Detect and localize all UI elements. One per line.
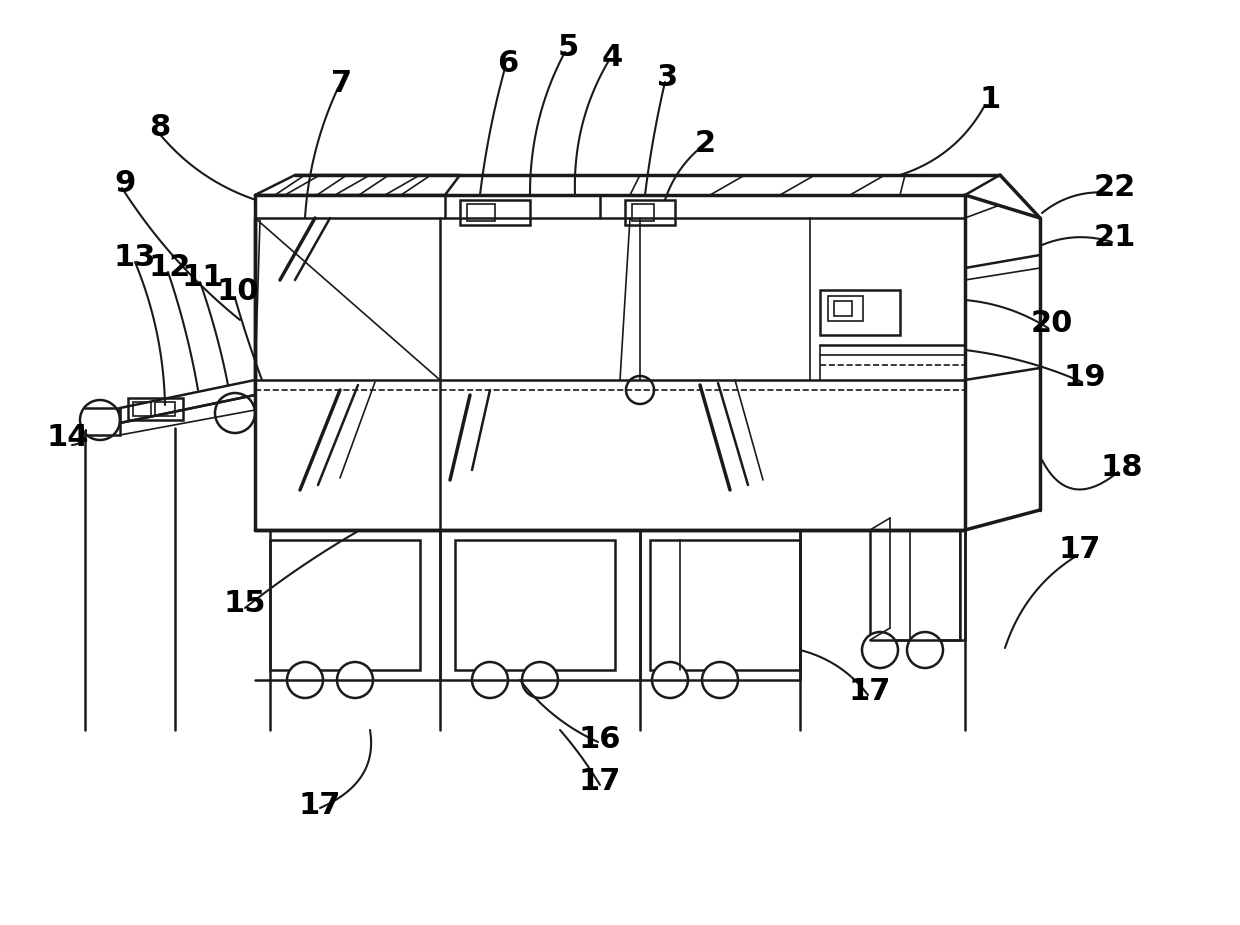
Text: 17: 17	[1059, 536, 1101, 564]
Text: 21: 21	[1094, 223, 1136, 252]
Text: 3: 3	[657, 63, 678, 92]
Text: 1: 1	[980, 85, 1001, 115]
Circle shape	[472, 662, 508, 698]
Circle shape	[286, 662, 322, 698]
Bar	[650, 540, 800, 670]
Circle shape	[522, 662, 558, 698]
Bar	[835, 301, 852, 316]
Circle shape	[626, 376, 653, 404]
Circle shape	[862, 632, 898, 668]
Circle shape	[215, 393, 255, 433]
Circle shape	[337, 662, 373, 698]
Text: 2: 2	[694, 129, 715, 157]
Bar	[128, 398, 184, 420]
Bar	[870, 530, 960, 640]
Text: 14: 14	[47, 424, 89, 452]
Bar	[820, 290, 900, 335]
Text: 17: 17	[299, 791, 341, 820]
Text: 17: 17	[579, 768, 621, 796]
Bar	[828, 296, 863, 321]
Text: 9: 9	[114, 168, 135, 198]
Text: 19: 19	[1064, 364, 1106, 392]
Text: 15: 15	[223, 588, 267, 618]
Circle shape	[652, 662, 688, 698]
Text: 7: 7	[331, 68, 352, 97]
Text: 5: 5	[557, 32, 579, 61]
Text: 6: 6	[497, 48, 518, 78]
Circle shape	[906, 632, 942, 668]
Text: 22: 22	[1094, 174, 1136, 203]
Text: 10: 10	[217, 278, 259, 306]
Text: 18: 18	[1101, 453, 1143, 483]
Circle shape	[702, 662, 738, 698]
Text: 8: 8	[149, 113, 171, 142]
Text: 12: 12	[149, 253, 191, 281]
Bar	[625, 200, 675, 225]
Text: 16: 16	[579, 725, 621, 755]
Text: 4: 4	[601, 43, 622, 71]
Text: 11: 11	[182, 263, 224, 291]
Text: 20: 20	[1030, 309, 1073, 338]
Bar	[155, 402, 175, 416]
Bar	[270, 540, 420, 670]
Bar	[460, 200, 529, 225]
Text: 13: 13	[114, 242, 156, 272]
Bar	[632, 204, 653, 221]
Bar	[455, 540, 615, 670]
Circle shape	[81, 400, 120, 440]
Bar	[467, 204, 495, 221]
Bar	[133, 402, 151, 416]
Text: 17: 17	[849, 677, 892, 707]
